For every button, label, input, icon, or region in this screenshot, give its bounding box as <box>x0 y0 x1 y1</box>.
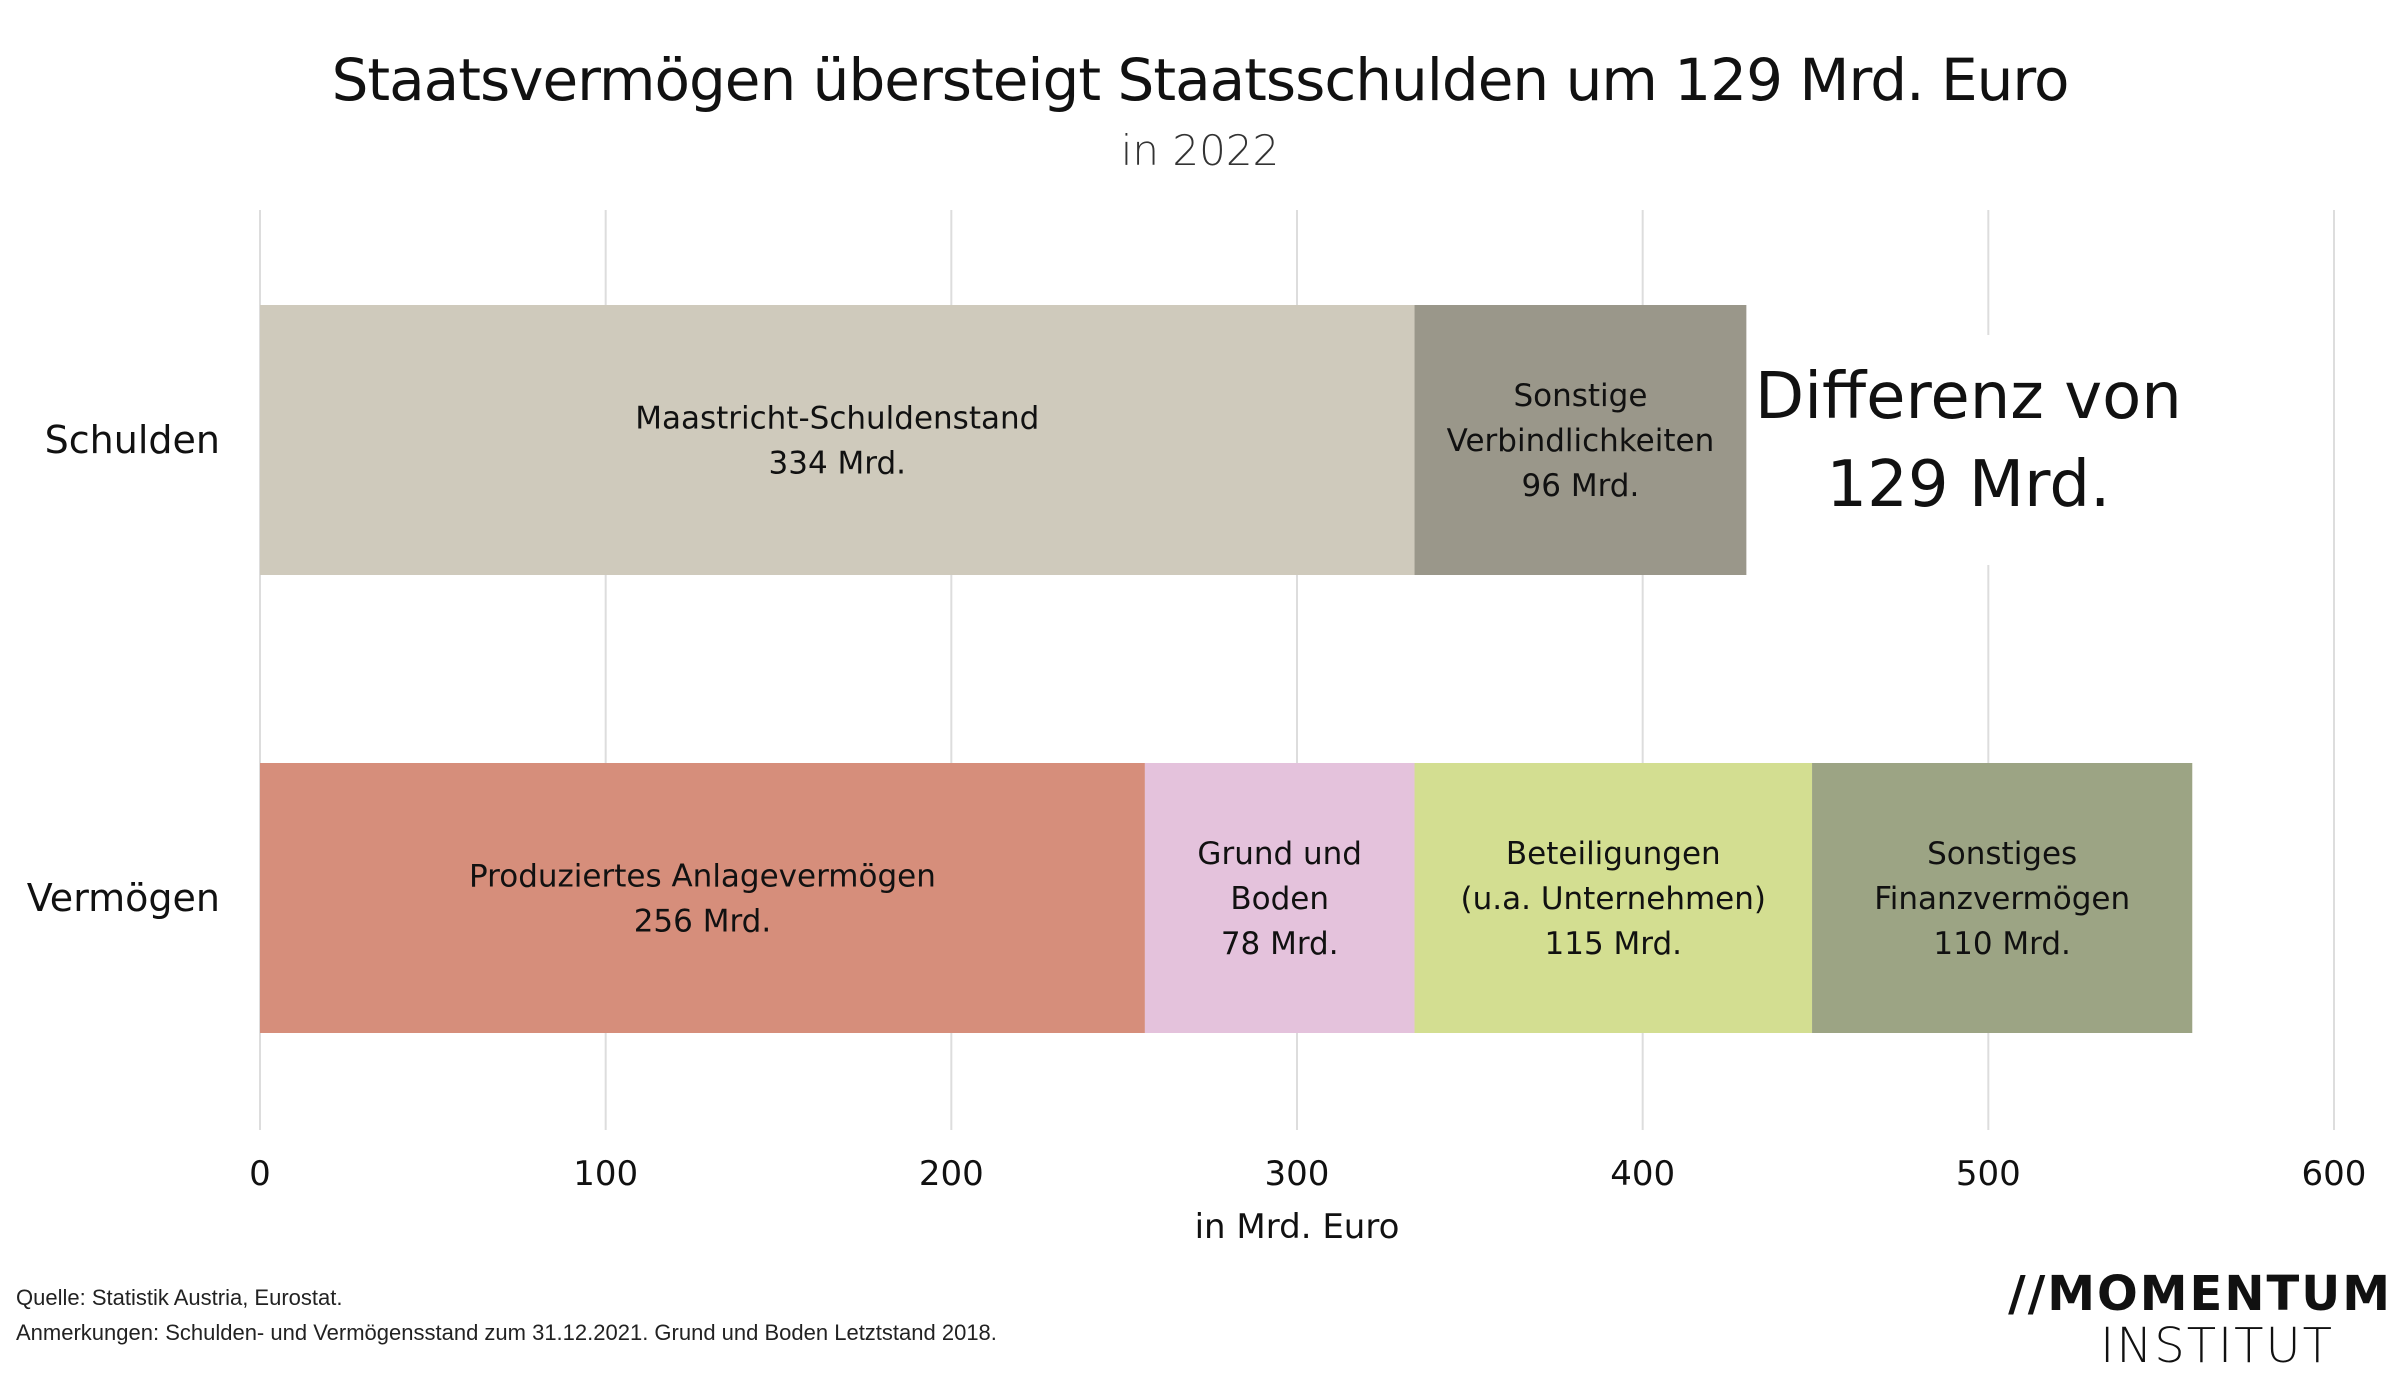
difference-label: Differenz von 129 Mrd. <box>1755 360 2182 522</box>
segment-label-0-0: Maastricht-Schuldenstand 334 Mrd. <box>635 401 1039 482</box>
difference-annotation: Differenz von 129 Mrd. <box>1755 335 2197 565</box>
segment-label-0-1: Sonstige Verbindlichkeiten 96 Mrd. <box>1447 378 1715 504</box>
segment-label-line: Grund und <box>1197 836 1362 872</box>
footnotes: Quelle: Statistik Austria, Eurostat. Anm… <box>16 1280 997 1350</box>
bar-segment-1-2 <box>1414 763 1813 1033</box>
category-labels-group: Schulden Vermögen <box>27 418 220 920</box>
chart-subtitle: in 2022 <box>1120 126 1280 175</box>
bar-segment-0-0 <box>260 305 1415 575</box>
bar-segment-1-3 <box>1812 763 2193 1033</box>
x-tick-label-400: 400 <box>1610 1154 1675 1194</box>
segment-label-line: Sonstiges <box>1927 836 2077 872</box>
x-tick-label-0: 0 <box>249 1154 271 1194</box>
segment-label-line: Finanzvermögen <box>1874 881 2130 917</box>
bar-segment-0-1 <box>1414 305 1747 575</box>
segment-label-line: Maastricht-Schuldenstand <box>635 401 1039 437</box>
difference-label-line: 129 Mrd. <box>1826 448 2110 522</box>
chart-title: Staatsvermögen übersteigt Staatsschulden… <box>331 46 2070 114</box>
bars-group <box>260 305 2193 1033</box>
remarks-note: Anmerkungen: Schulden- und Vermögensstan… <box>16 1320 997 1345</box>
segment-label-1-3: Sonstiges Finanzvermögen 110 Mrd. <box>1874 836 2130 962</box>
x-axis-title: in Mrd. Euro <box>1195 1207 1400 1247</box>
annotation-background <box>1756 335 2197 565</box>
category-label-1: Vermögen <box>27 876 220 920</box>
segment-label-line: 96 Mrd. <box>1522 468 1640 504</box>
x-tick-labels-group: 0 100 200 300 400 500 600 <box>249 1154 2366 1194</box>
x-tick-label-500: 500 <box>1956 1154 2021 1194</box>
segment-label-1-1: Grund und Boden 78 Mrd. <box>1197 836 1362 962</box>
x-tick-label-600: 600 <box>2302 1154 2367 1194</box>
segment-label-line: Boden <box>1230 881 1329 917</box>
segment-label-line: Verbindlichkeiten <box>1447 423 1715 459</box>
segment-label-line: Beteiligungen <box>1506 836 1721 872</box>
segment-label-line: 78 Mrd. <box>1221 926 1339 962</box>
segment-label-1-2: Beteiligungen (u.a. Unternehmen) 115 Mrd. <box>1461 836 1766 962</box>
segment-label-line: 110 Mrd. <box>1933 926 2071 962</box>
segment-label-line: (u.a. Unternehmen) <box>1461 881 1766 917</box>
segment-label-line: 256 Mrd. <box>634 904 772 940</box>
bar-segment-1-1 <box>1144 763 1415 1033</box>
x-tick-label-100: 100 <box>573 1154 638 1194</box>
bar-segment-1-0 <box>260 763 1145 1033</box>
logo-mark: // <box>2008 1266 2048 1322</box>
segment-label-line: 115 Mrd. <box>1545 926 1683 962</box>
source-note: Quelle: Statistik Austria, Eurostat. <box>16 1285 343 1310</box>
category-label-0: Schulden <box>45 418 220 462</box>
logo-line1: MOMENTUM <box>2047 1266 2392 1322</box>
segment-label-line: Produziertes Anlagevermögen <box>469 859 936 895</box>
segment-labels-group: Maastricht-Schuldenstand 334 Mrd. Sonstige… <box>469 378 2130 962</box>
logo-line2: INSTITUT <box>2100 1318 2334 1374</box>
segment-label-line: Sonstige <box>1513 378 1647 414</box>
stacked-bar-chart: Maastricht-Schuldenstand 334 Mrd. Sonstige… <box>27 210 2366 1247</box>
x-tick-label-200: 200 <box>919 1154 984 1194</box>
momentum-institut-logo: //MOMENTUM INSTITUT <box>2008 1268 2392 1372</box>
segment-label-line: 334 Mrd. <box>769 446 907 482</box>
x-tick-label-300: 300 <box>1265 1154 1330 1194</box>
difference-label-line: Differenz von <box>1755 360 2182 434</box>
segment-label-1-0: Produziertes Anlagevermögen 256 Mrd. <box>469 859 936 940</box>
